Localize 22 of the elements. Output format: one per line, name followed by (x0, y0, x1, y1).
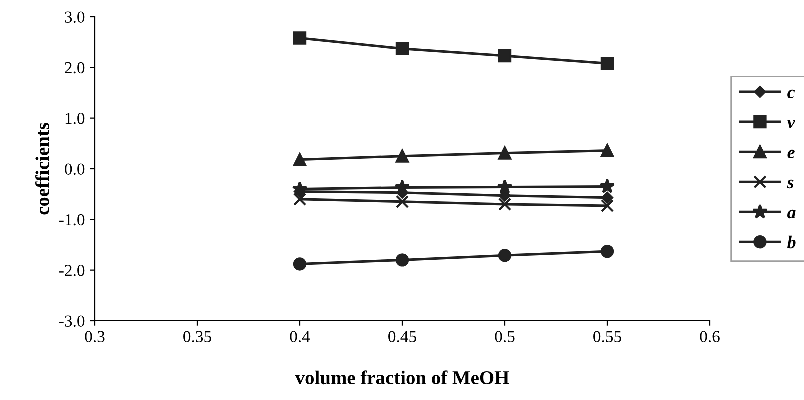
legend-label: c (788, 90, 796, 99)
x-tick-label: 0.6 (700, 331, 720, 343)
x-tick-label: 0.4 (290, 331, 310, 343)
x-tick-label: 0.3 (85, 331, 105, 343)
x-tick-label: 0.55 (594, 331, 622, 343)
legend-label: v (787, 120, 796, 129)
legend-label: b (788, 236, 796, 249)
x-tick-label: 0.35 (184, 331, 212, 343)
x-tick-label: 0.5 (495, 331, 515, 343)
y-tick-label: -3.0 (60, 316, 85, 328)
x-tick-label: 0.45 (388, 331, 416, 343)
y-tick-label: 1.0 (66, 113, 85, 124)
legend-label: a (788, 210, 796, 219)
y-tick-label: -1.0 (60, 214, 85, 226)
y-tick-label: 2.0 (65, 62, 85, 74)
y-tick-label: 3.0 (65, 12, 85, 24)
y-tick-label: -2.0 (60, 265, 85, 276)
x-axis-title: volume fraction of MeOH (295, 370, 510, 385)
y-tick-label: 0.0 (65, 164, 85, 176)
legend-label: e (788, 150, 795, 159)
legend-label: s (787, 180, 794, 189)
y-axis-title: coefficients (36, 123, 50, 215)
